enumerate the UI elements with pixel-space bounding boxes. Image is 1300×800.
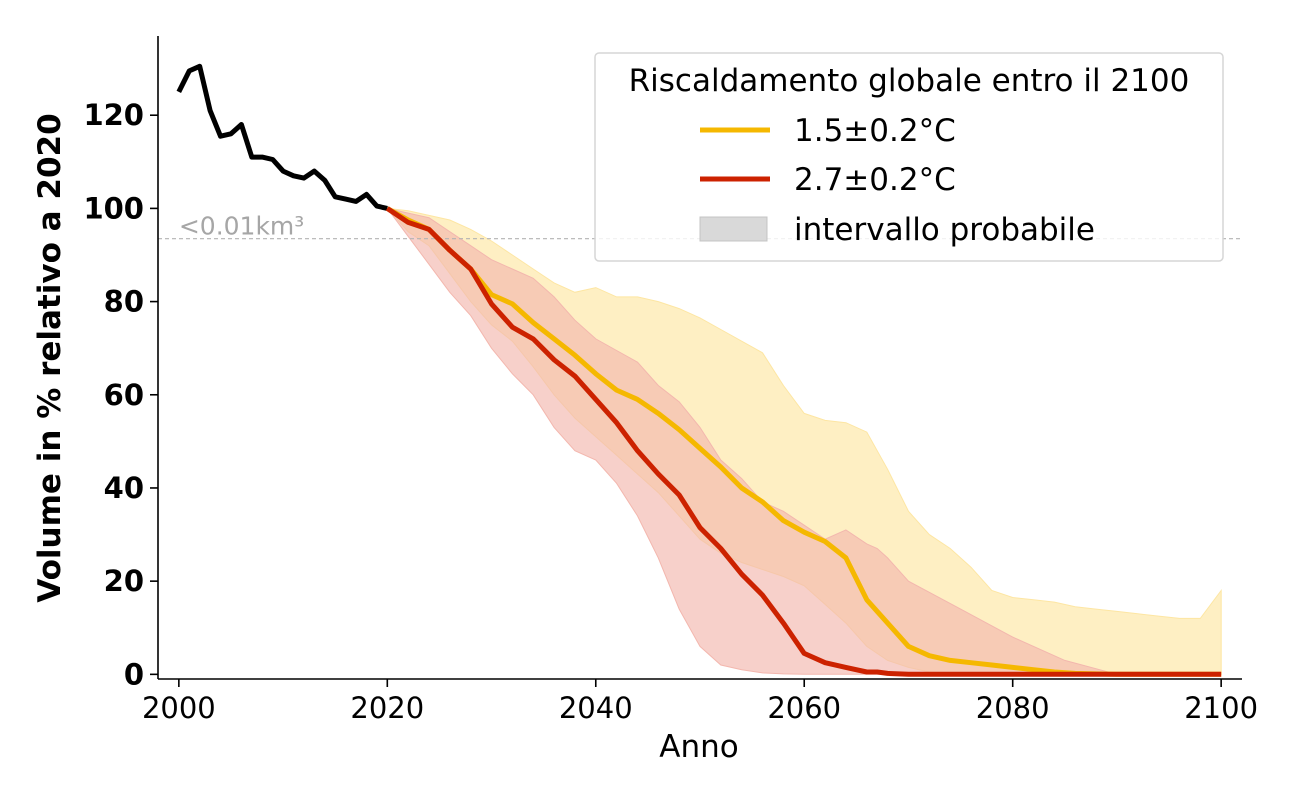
- y-tick-label: 40: [104, 471, 144, 505]
- x-tick-label: 2020: [350, 691, 424, 725]
- legend-label-1-5: 1.5±0.2°C: [794, 113, 956, 149]
- line-observed: [176, 63, 388, 211]
- legend-frame: [594, 52, 1224, 262]
- legend-label-likely-range: intervallo probabile: [794, 212, 1095, 248]
- x-tick-label: 2060: [767, 691, 841, 725]
- x-tick-label: 2080: [976, 691, 1050, 725]
- band-ssp-2.7: [386, 207, 1222, 675]
- legend: Riscaldamento globale entro il 2100 1.5±…: [594, 52, 1224, 262]
- x-tick-label: 2100: [1184, 691, 1258, 725]
- y-tick-label: 0: [124, 657, 144, 691]
- legend-title: Riscaldamento globale entro il 2100: [629, 63, 1190, 99]
- reference-line-label: <0.01km³: [179, 212, 304, 241]
- line-ssp-2.7: [385, 206, 1222, 677]
- x-tick-label: 2000: [142, 691, 216, 725]
- legend-label-2-7: 2.7±0.2°C: [794, 162, 956, 198]
- x-tick-label: 2040: [559, 691, 633, 725]
- y-tick-label: 60: [104, 378, 144, 412]
- y-tick-label: 80: [104, 285, 144, 319]
- likely-range-bands: [386, 207, 1222, 675]
- y-tick-label: 100: [83, 191, 144, 225]
- series-lines: [176, 63, 1222, 677]
- y-tick-label: 20: [104, 564, 144, 598]
- y-tick-label: 120: [83, 98, 144, 132]
- y-axis-title: Volume in % relativo a 2020: [32, 113, 68, 602]
- x-axis-title: Anno: [659, 729, 738, 765]
- legend-swatch-likely-range: [699, 216, 768, 242]
